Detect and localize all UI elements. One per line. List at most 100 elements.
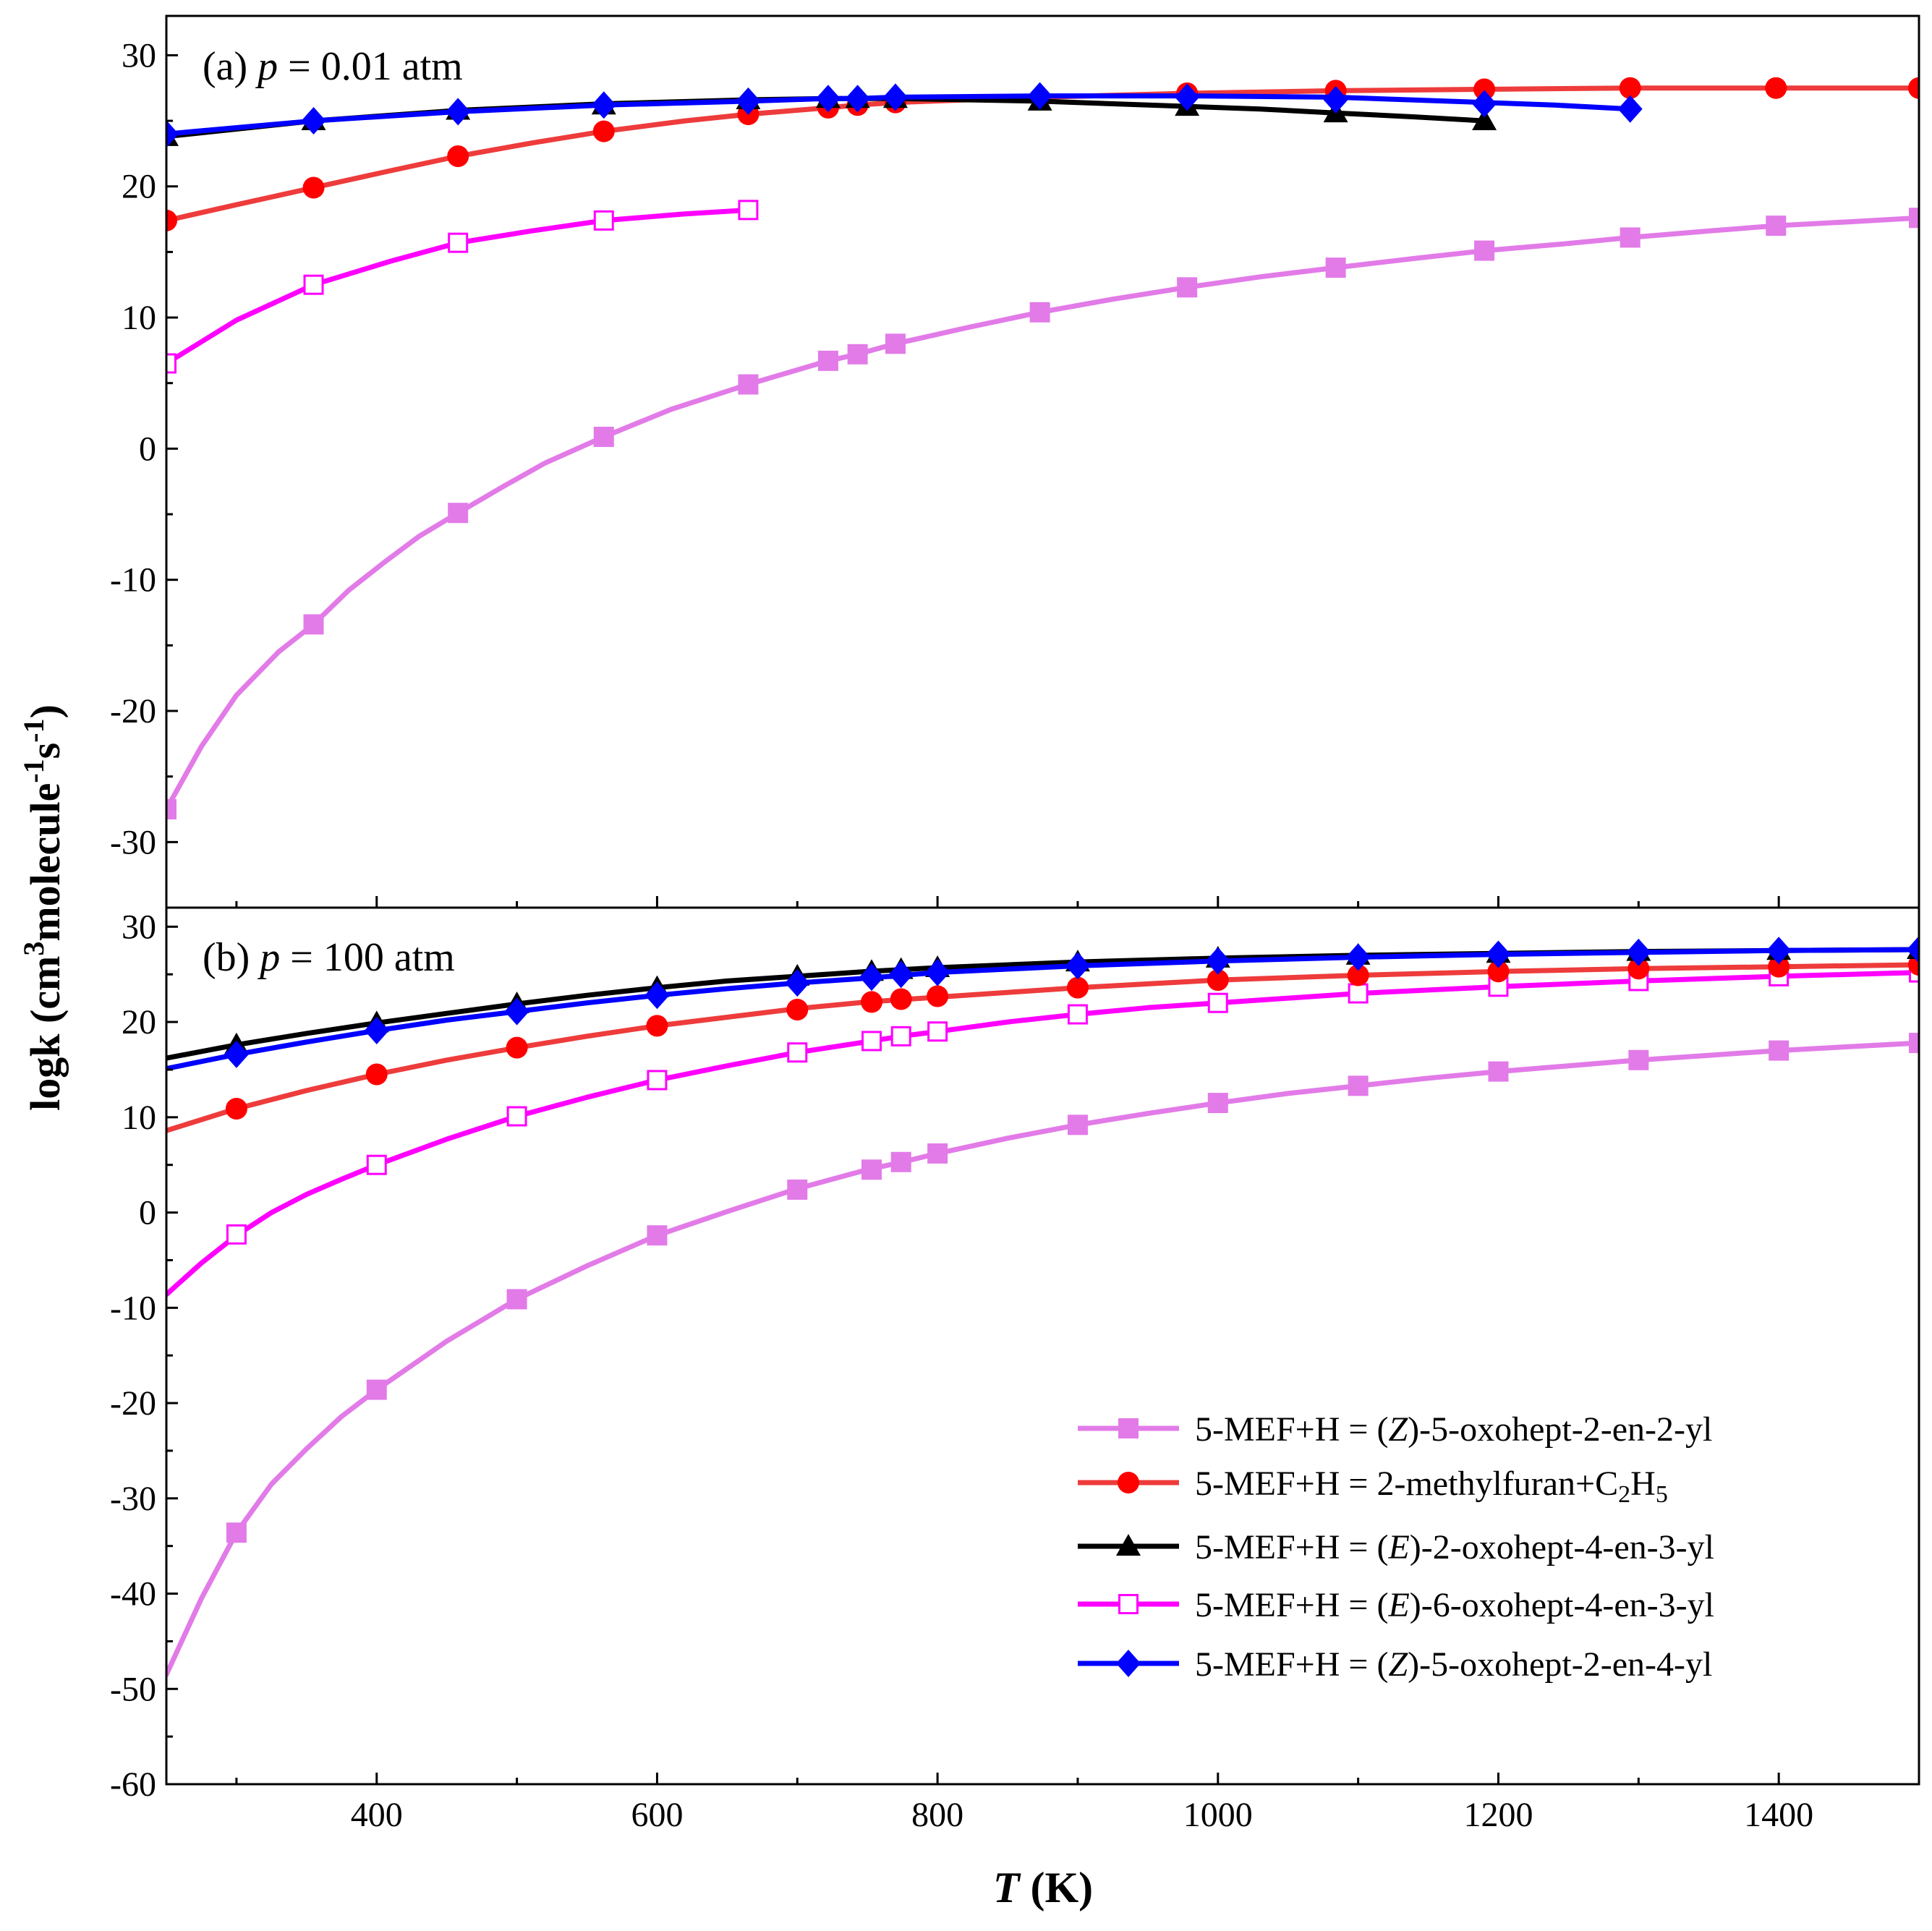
data-point-0 xyxy=(817,350,838,371)
data-point-0 xyxy=(1766,216,1787,236)
plot-frame xyxy=(165,14,1920,1786)
data-point-1 xyxy=(890,988,912,1010)
series-line-0 xyxy=(166,1040,1919,1677)
legend-entry-3: 5-MEF+H = (E)-6-oxohept-4-en-3-yl xyxy=(1078,1586,1714,1624)
data-point-0 xyxy=(1177,277,1198,298)
data-point-3 xyxy=(166,353,176,374)
legend-label-1: 5-MEF+H = 2-methylfuran+C2H5 xyxy=(1195,1465,1668,1508)
data-point-1 xyxy=(1765,77,1787,99)
x-tick-label: 1200 xyxy=(1463,1796,1533,1834)
data-point-3 xyxy=(738,200,759,221)
data-point-0 xyxy=(1488,1061,1509,1082)
panel-a-y-ticks: -30 -20 -10 0 10 20 30 xyxy=(110,36,178,861)
data-point-4 xyxy=(882,83,908,111)
data-point-0 xyxy=(890,1151,911,1172)
y-tick-label: 30 xyxy=(122,36,156,74)
data-point-0 xyxy=(861,1159,882,1180)
data-point-4 xyxy=(1323,86,1348,114)
legend-entry-2: 5-MEF+H = (E)-2-oxohept-4-en-3-yl xyxy=(1078,1528,1714,1566)
data-point-4 xyxy=(1766,937,1792,965)
y-tick-label: -60 xyxy=(110,1765,156,1804)
series-line-1 xyxy=(166,962,1919,1133)
data-point-1 xyxy=(1473,78,1496,101)
data-point-1 xyxy=(1908,77,1919,99)
data-point-3 xyxy=(890,1026,911,1047)
data-point-1 xyxy=(225,1097,247,1120)
data-point-4 xyxy=(736,87,761,115)
legend-label-0: 5-MEF+H = (Z)-5-oxohept-2-en-2-yl xyxy=(1195,1410,1712,1449)
data-point-1 xyxy=(1487,960,1510,983)
y-tick-label: 20 xyxy=(122,1003,156,1041)
legend: 5-MEF+H = (Z)-5-oxohept-2-en-2-yl 5-MEF+… xyxy=(1078,1410,1714,1684)
y-tick-label: -50 xyxy=(110,1670,156,1708)
y-tick-label: -40 xyxy=(110,1575,156,1614)
data-point-1 xyxy=(365,1063,388,1086)
y-tick-label: 10 xyxy=(122,1099,156,1137)
data-point-4 xyxy=(504,997,529,1026)
data-point-3 xyxy=(1067,1004,1088,1025)
data-point-4 xyxy=(785,969,810,997)
data-point-4 xyxy=(644,981,670,1010)
panel-b: -60 -50 -40 -30 -20 -10 0 10 20 30 (b) p = 100 at… xyxy=(110,908,1919,1804)
data-point-3 xyxy=(226,1224,247,1245)
data-point-1 xyxy=(166,209,177,231)
x-axis-title: T (K) xyxy=(993,1864,1093,1911)
legend-marker-0 xyxy=(1118,1418,1139,1438)
data-point-0 xyxy=(738,374,759,395)
data-point-1 xyxy=(447,145,469,168)
data-point-1 xyxy=(1768,955,1790,978)
data-point-1 xyxy=(1619,77,1641,99)
y-tick-label: -20 xyxy=(110,1384,156,1423)
data-point-3 xyxy=(1348,983,1369,1004)
legend-marker-1 xyxy=(1118,1472,1139,1493)
y-tick-label: -20 xyxy=(110,692,156,730)
data-point-0 xyxy=(1325,257,1346,278)
data-point-4 xyxy=(1345,943,1371,971)
data-point-4 xyxy=(446,98,471,126)
data-point-0 xyxy=(927,1143,948,1164)
panel-b-series xyxy=(166,935,1919,1677)
data-point-4 xyxy=(364,1016,389,1044)
panel-b-label: (b) p = 100 atm xyxy=(203,935,455,980)
data-point-1 xyxy=(786,998,809,1020)
y-tick-label: -30 xyxy=(110,1480,156,1518)
data-point-0 xyxy=(1207,1093,1228,1114)
data-point-2 xyxy=(1472,108,1497,131)
data-point-0 xyxy=(366,1379,387,1400)
data-point-0 xyxy=(506,1289,527,1310)
y-tick-label: 20 xyxy=(122,168,156,206)
data-point-4 xyxy=(301,107,326,135)
panel-a-label: (a) p = 0.01 atm xyxy=(203,44,463,89)
data-point-1 xyxy=(1207,969,1229,992)
data-point-4 xyxy=(1027,82,1052,110)
legend-symbol-3 xyxy=(1118,1594,1139,1614)
data-point-4 xyxy=(1065,952,1090,980)
x-tick-label: 400 xyxy=(351,1796,403,1834)
data-point-3 xyxy=(927,1021,948,1042)
data-point-4 xyxy=(859,963,885,992)
legend-symbol-0 xyxy=(1118,1418,1139,1438)
data-point-0 xyxy=(593,427,614,448)
data-point-4 xyxy=(1626,938,1651,966)
data-point-1 xyxy=(506,1036,528,1059)
data-point-0 xyxy=(885,333,906,354)
data-point-3 xyxy=(366,1154,387,1175)
legend-marker-3 xyxy=(1118,1594,1139,1614)
data-point-4 xyxy=(925,958,950,986)
data-point-0 xyxy=(1474,240,1495,261)
data-point-3 xyxy=(448,232,469,253)
panel-b-y-ticks: -60 -50 -40 -30 -20 -10 0 10 20 30 xyxy=(110,908,178,1804)
panel-a: -30 -20 -10 0 10 20 30 (a) p = 0.01 atm xyxy=(110,36,1919,861)
data-point-1 xyxy=(646,1015,668,1037)
data-point-0 xyxy=(1029,302,1050,323)
legend-entry-0: 5-MEF+H = (Z)-5-oxohept-2-en-2-yl xyxy=(1078,1410,1712,1449)
y-tick-label: -30 xyxy=(110,823,156,861)
data-point-4 xyxy=(1486,940,1511,968)
y-tick-label: 10 xyxy=(122,299,156,337)
legend-entry-4: 5-MEF+H = (Z)-5-oxohept-2-en-4-yl xyxy=(1078,1645,1712,1684)
data-point-3 xyxy=(1207,992,1228,1013)
data-point-0 xyxy=(1909,208,1919,229)
panel-a-series xyxy=(166,77,1919,820)
x-tick-label: 1000 xyxy=(1183,1796,1253,1834)
